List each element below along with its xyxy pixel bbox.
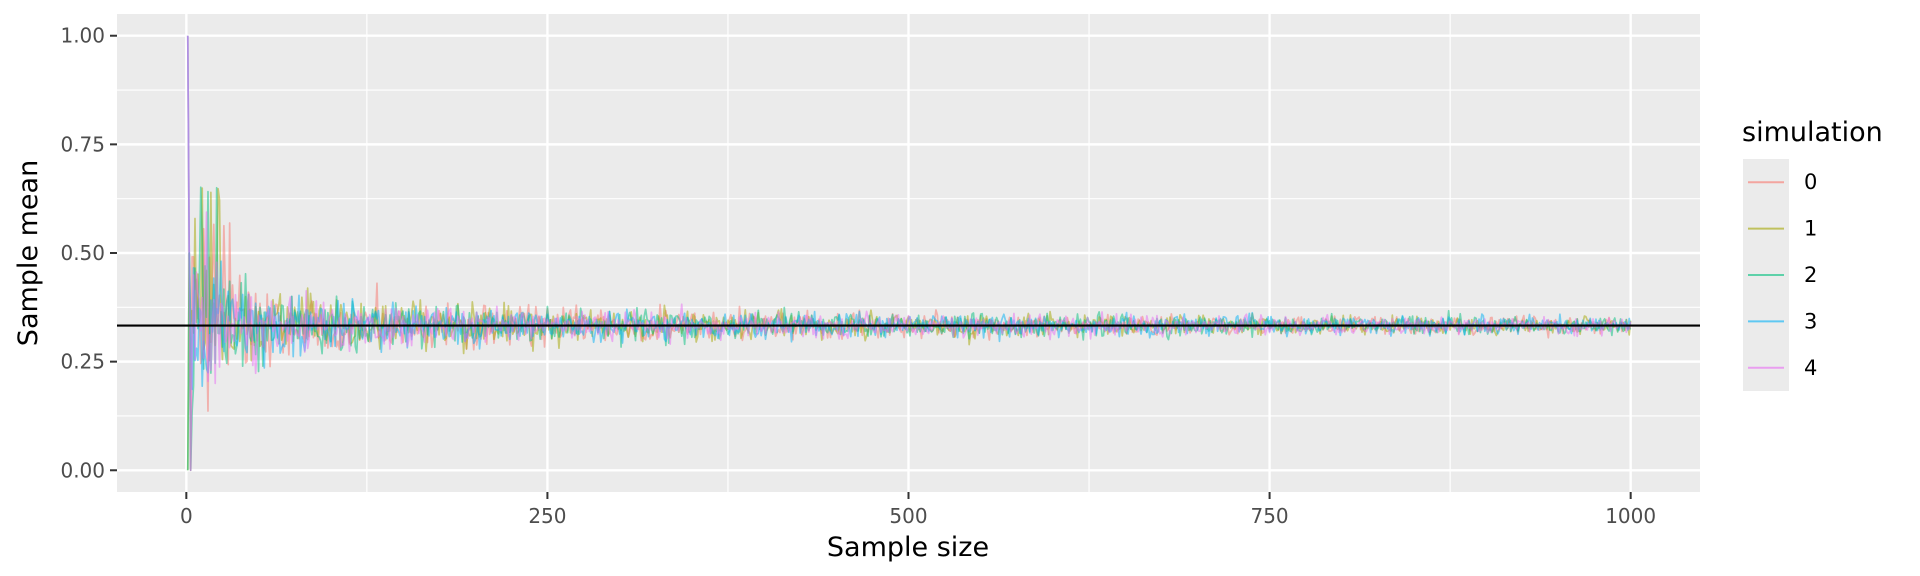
y-tick-label: 0.25 [60, 350, 105, 374]
legend-label-1: 1 [1804, 217, 1817, 241]
legend-label-3: 3 [1804, 309, 1817, 333]
y-tick-label: 0.75 [60, 132, 105, 156]
series-line-4 [186, 35, 1632, 472]
x-tick-label: 250 [528, 504, 566, 528]
x-tick-label: 1000 [1605, 504, 1656, 528]
legend-label-2: 2 [1804, 263, 1817, 287]
x-axis-title: Sample size [827, 532, 989, 563]
x-tick-label: 0 [180, 504, 193, 528]
x-tick-label: 750 [1250, 504, 1288, 528]
legend-items: 0 1 2 3 4 [1748, 170, 1817, 380]
x-axis: 0 250 500 750 1000 [180, 492, 1656, 528]
y-axis-title: Sample mean [13, 160, 44, 346]
y-axis: 0.00 0.25 0.50 0.75 1.00 [60, 24, 117, 482]
grid-major [117, 14, 1700, 492]
legend-label-4: 4 [1804, 356, 1817, 380]
legend-title: simulation [1742, 117, 1883, 148]
y-tick-label: 0.50 [60, 241, 105, 265]
legend-label-0: 0 [1804, 170, 1817, 194]
legend: simulation 0 1 2 3 4 [1742, 117, 1883, 391]
y-tick-label: 0.00 [60, 458, 105, 482]
x-tick-label: 500 [889, 504, 927, 528]
y-tick-label: 1.00 [60, 24, 105, 48]
